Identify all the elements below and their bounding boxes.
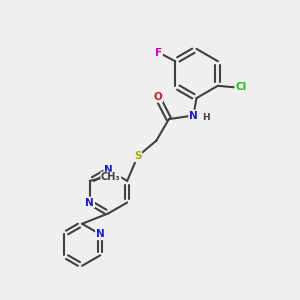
Text: CH₃: CH₃: [101, 172, 121, 182]
Text: N: N: [104, 165, 113, 175]
Text: N: N: [85, 197, 94, 208]
Text: F: F: [155, 48, 162, 58]
Text: N: N: [96, 229, 105, 239]
Text: H: H: [202, 112, 210, 122]
Text: Cl: Cl: [235, 82, 247, 92]
Text: O: O: [153, 92, 162, 102]
Text: S: S: [134, 151, 142, 161]
Text: N: N: [189, 110, 198, 121]
